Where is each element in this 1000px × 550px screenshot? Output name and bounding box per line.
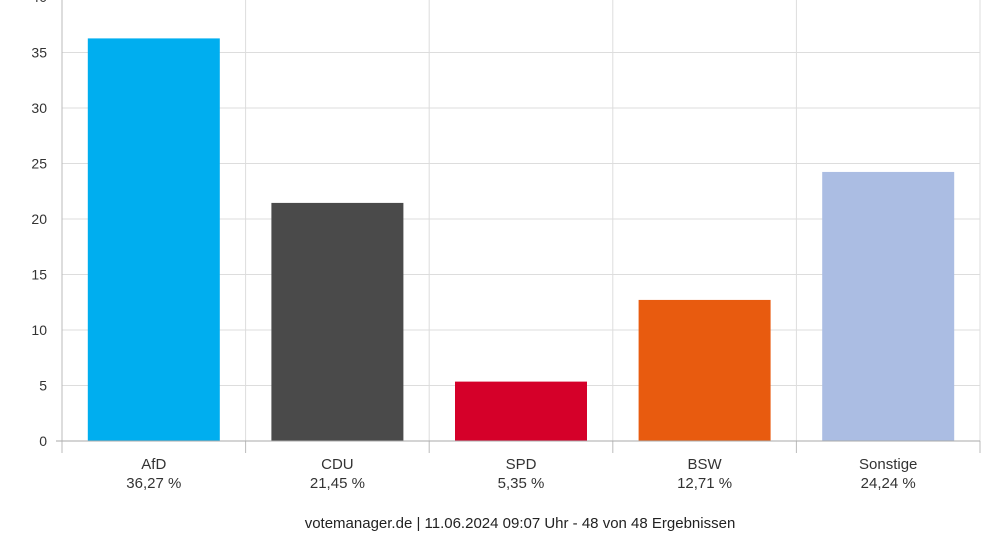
- y-tick-label: 20: [31, 211, 47, 227]
- x-category-label: SPD: [506, 456, 537, 473]
- source-footer: votemanager.de | 11.06.2024 09:07 Uhr - …: [305, 515, 736, 532]
- x-value-label: 21,45 %: [310, 475, 365, 492]
- x-category-label: CDU: [321, 456, 354, 473]
- bar-bsw: [638, 299, 771, 441]
- x-category-label: Sonstige: [859, 456, 917, 473]
- bar-cdu: [271, 202, 404, 441]
- y-tick-label: 25: [31, 156, 47, 172]
- x-category-label: AfD: [141, 456, 166, 473]
- x-value-label: 36,27 %: [126, 475, 181, 492]
- bar-afd: [87, 38, 220, 441]
- y-tick-label: 40: [31, 0, 47, 5]
- y-tick-label: 30: [31, 100, 47, 116]
- axes: [56, 0, 981, 453]
- y-tick-label: 10: [31, 322, 47, 338]
- bars: [87, 38, 955, 441]
- x-value-label: 24,24 %: [861, 475, 916, 492]
- y-tick-label: 0: [39, 433, 47, 449]
- y-tick-label: 15: [31, 267, 47, 283]
- labels: 0 5 10 15 20 25 30 35 40 AfD 36,27 % CDU 21,45 % SPD 5…: [31, 0, 917, 492]
- bar-spd: [455, 381, 587, 441]
- x-value-label: 12,71 %: [677, 475, 732, 492]
- x-value-label: 5,35 %: [498, 475, 545, 492]
- bar-sonstige: [822, 171, 955, 441]
- x-category-label: BSW: [688, 456, 723, 473]
- y-tick-label: 5: [39, 378, 47, 394]
- y-tick-label: 35: [31, 45, 47, 61]
